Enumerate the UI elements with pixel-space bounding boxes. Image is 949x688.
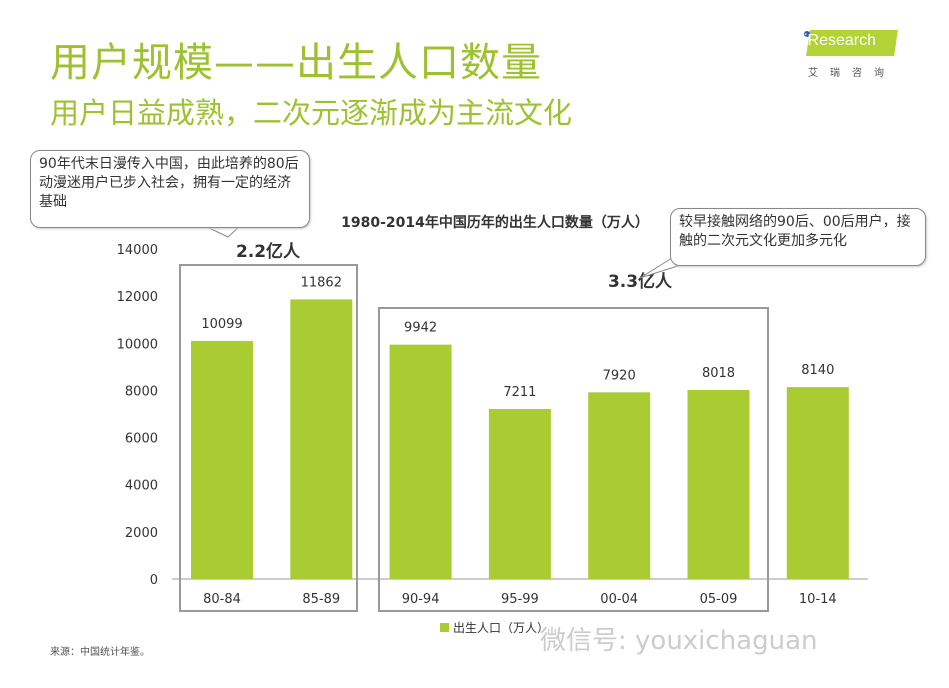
x-tick-label-10-14: 10-14 xyxy=(799,592,837,607)
y-tick-label: 0 xyxy=(150,573,158,588)
source-note: 来源：中国统计年鉴。 xyxy=(50,647,150,658)
callout-90s-00s: 较早接触网络的90后、00后用户，接触的二次元文化更加多元化 xyxy=(670,208,926,266)
data-label-85-89: 11862 xyxy=(301,275,342,290)
x-tick-label-05-09: 05-09 xyxy=(700,592,738,607)
x-tick-label-90-94: 90-94 xyxy=(402,592,440,607)
y-tick-label: 6000 xyxy=(125,432,158,447)
y-tick-label: 10000 xyxy=(117,337,158,352)
page-title: 用户规模——出生人口数量 xyxy=(50,40,542,86)
bar-85-89 xyxy=(290,299,353,579)
y-tick-label: 8000 xyxy=(125,384,158,399)
y-tick-label: 14000 xyxy=(117,243,158,258)
page-subtitle: 用户日益成熟，二次元逐渐成为主流文化 xyxy=(50,96,573,130)
callout-tail-1 xyxy=(204,225,241,238)
x-tick-label-85-89: 85-89 xyxy=(302,592,340,607)
data-label-00-04: 7920 xyxy=(603,368,636,383)
data-label-90-94: 9942 xyxy=(404,321,437,336)
y-tick-label: 2000 xyxy=(125,526,158,541)
y-tick-label: 12000 xyxy=(117,290,158,305)
bar-00-04 xyxy=(588,392,651,579)
legend-label: 出生人口（万人） xyxy=(453,621,549,635)
chart-title: 1980-2014年中国历年的出生人口数量（万人） xyxy=(341,215,649,231)
group-label-80s: 2.2亿人 xyxy=(236,241,301,262)
x-tick-label-95-99: 95-99 xyxy=(501,592,539,607)
bar-90-94 xyxy=(389,344,452,579)
bar-95-99 xyxy=(488,409,551,579)
data-label-95-99: 7211 xyxy=(503,385,536,400)
data-label-80-84: 10099 xyxy=(201,317,242,332)
data-label-05-09: 8018 xyxy=(702,366,735,381)
logo-text: iResearch xyxy=(804,32,877,49)
legend-swatch xyxy=(440,623,449,632)
logo-cn: 艾瑞咨询 xyxy=(808,68,896,79)
x-tick-label-80-84: 80-84 xyxy=(203,592,241,607)
bar-80-84 xyxy=(191,340,253,579)
iresearch-logo: iResearch 艾瑞咨询 xyxy=(800,28,900,84)
x-tick-label-00-04: 00-04 xyxy=(600,592,638,607)
y-tick-label: 4000 xyxy=(125,479,158,494)
bar-05-09 xyxy=(687,390,750,579)
data-label-10-14: 8140 xyxy=(801,363,834,378)
callout-80s: 90年代末日漫传入中国，由此培养的80后动漫迷用户已步入社会，拥有一定的经济基础 xyxy=(30,150,310,228)
group-label-90s-00s: 3.3亿人 xyxy=(608,271,673,292)
group-box-80s xyxy=(179,264,358,612)
watermark: 微信号: youxichaguan xyxy=(540,626,818,656)
bar-10-14 xyxy=(786,387,849,579)
group-box-90s-00s xyxy=(378,307,769,612)
